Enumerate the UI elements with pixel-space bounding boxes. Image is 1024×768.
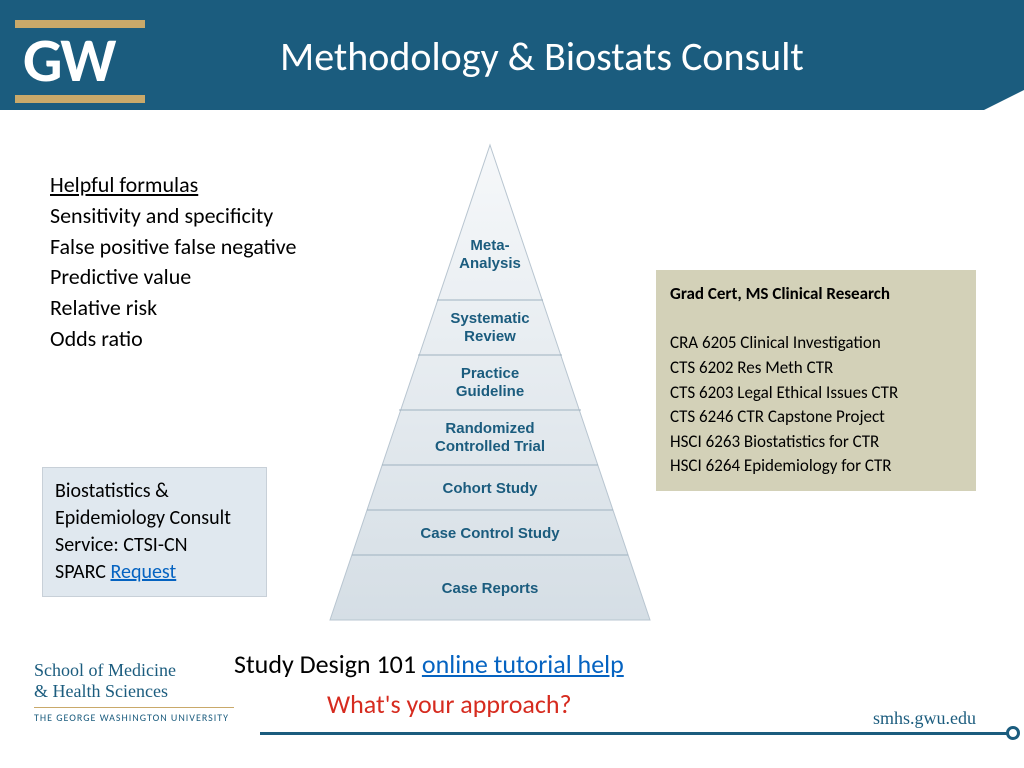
formulas-block: Helpful formulas Sensitivity and specifi… bbox=[50, 170, 296, 355]
pyr-level-3b: Guideline bbox=[456, 383, 524, 400]
slide-header: GW Methodology & Biostats Consult bbox=[0, 0, 1024, 110]
course-item: CTS 6202 Res Meth CTR bbox=[670, 356, 962, 381]
formulas-heading: Helpful formulas bbox=[50, 170, 296, 201]
footer-logo: School of Medicine & Health Sciences THE… bbox=[34, 660, 234, 724]
study-prefix: Study Design 101 bbox=[234, 648, 422, 680]
tutorial-link[interactable]: online tutorial help bbox=[422, 648, 624, 680]
pyr-level-1a: Meta- bbox=[470, 237, 509, 254]
footer-university: THE GEORGE WASHINGTON UNIVERSITY bbox=[34, 712, 234, 724]
formula-item: Odds ratio bbox=[50, 324, 296, 355]
footer-url: smhs.gwu.edu bbox=[873, 708, 976, 729]
footer-school-1: School of Medicine bbox=[34, 660, 234, 681]
course-item: CRA 6205 Clinical Investigation bbox=[670, 331, 962, 356]
consult-prefix: SPARC bbox=[55, 560, 111, 584]
logo-text: GW bbox=[23, 22, 114, 98]
pyr-level-4b: Controlled Trial bbox=[435, 438, 545, 455]
footer-circle-icon bbox=[1006, 726, 1020, 740]
course-item: HSCI 6263 Biostatistics for CTR bbox=[670, 430, 962, 455]
approach-question: What's your approach? bbox=[327, 688, 572, 720]
courses-heading: Grad Cert, MS Clinical Research bbox=[670, 282, 962, 307]
consult-text: Biostatistics & Epidemiology Consult Ser… bbox=[55, 479, 231, 557]
pyr-level-3a: Practice bbox=[461, 365, 519, 382]
slide-title: Methodology & Biostats Consult bbox=[280, 32, 804, 81]
footer-line bbox=[260, 732, 1010, 735]
course-item: HSCI 6264 Epidemiology for CTR bbox=[670, 454, 962, 479]
pyr-level-4a: Randomized bbox=[445, 420, 534, 437]
formula-item: Relative risk bbox=[50, 293, 296, 324]
request-link[interactable]: Request bbox=[111, 560, 177, 584]
formula-item: False positive false negative bbox=[50, 232, 296, 263]
pyr-level-6: Case Control Study bbox=[420, 525, 560, 542]
formula-item: Sensitivity and specificity bbox=[50, 201, 296, 232]
pyr-level-5: Cohort Study bbox=[443, 480, 539, 497]
header-notch bbox=[984, 90, 1024, 110]
pyr-level-2b: Review bbox=[464, 328, 516, 345]
footer-separator bbox=[34, 707, 234, 708]
consult-box: Biostatistics & Epidemiology Consult Ser… bbox=[42, 467, 267, 597]
pyr-level-1b: Analysis bbox=[459, 255, 521, 272]
gw-logo: GW bbox=[15, 0, 145, 110]
courses-box: Grad Cert, MS Clinical Research CRA 6205… bbox=[656, 270, 976, 491]
pyr-level-2a: Systematic bbox=[450, 310, 529, 327]
course-item: CTS 6203 Legal Ethical Issues CTR bbox=[670, 381, 962, 406]
course-item: CTS 6246 CTR Capstone Project bbox=[670, 405, 962, 430]
formula-item: Predictive value bbox=[50, 262, 296, 293]
footer-school-2: & Health Sciences bbox=[34, 681, 234, 702]
evidence-pyramid: Meta- Analysis Systematic Review Practic… bbox=[320, 140, 660, 630]
pyr-level-7: Case Reports bbox=[442, 580, 539, 597]
logo-bar-bottom bbox=[15, 95, 145, 103]
study-design-line: Study Design 101 online tutorial help bbox=[234, 648, 624, 680]
